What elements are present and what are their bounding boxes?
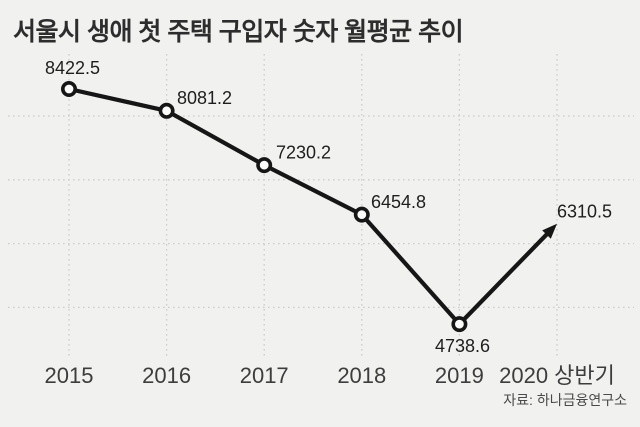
arrow-head-icon — [542, 223, 557, 239]
x-axis-label: 2016 — [142, 363, 191, 388]
x-axis-label: 2020 상반기 — [499, 363, 615, 388]
x-axis-label: 2017 — [240, 363, 289, 388]
data-label: 6310.5 — [557, 202, 612, 222]
data-point-marker — [256, 157, 273, 174]
data-label: 8422.5 — [45, 58, 100, 78]
data-point-marker — [353, 206, 370, 223]
arrow-shaft — [457, 228, 553, 327]
chart-title: 서울시 생애 첫 주택 구입자 숫자 월평균 추이 — [13, 18, 464, 46]
x-axis-label: 2015 — [45, 363, 94, 388]
data-label: 7230.2 — [276, 143, 331, 163]
data-point-marker — [451, 316, 468, 333]
data-label: 6454.8 — [371, 192, 426, 212]
x-axis-label: 2018 — [337, 363, 386, 388]
data-label: 8081.2 — [177, 88, 232, 108]
source-note: 자료: 하나금융연구소 — [503, 392, 627, 408]
data-label: 4738.6 — [435, 336, 490, 356]
x-axis-label: 2019 — [435, 363, 484, 388]
data-point-marker — [158, 102, 175, 119]
data-point-marker — [60, 81, 77, 98]
